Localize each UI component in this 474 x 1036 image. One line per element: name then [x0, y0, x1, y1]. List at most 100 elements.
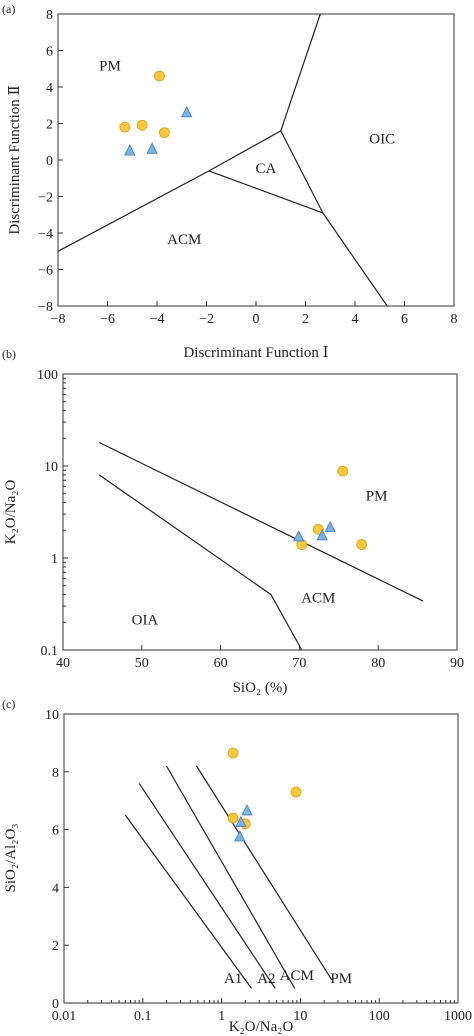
panel-a-region-label: OIC	[369, 132, 395, 148]
panel-a-region-label: ACM	[167, 232, 201, 248]
panel-b-x-tick-label: 50	[135, 656, 149, 671]
panel-c-x-tick-label: 1000	[444, 1009, 472, 1024]
panel-a-x-tick-label: 0	[253, 312, 260, 327]
panel-a-region-label: CA	[255, 161, 276, 177]
panel-c-region-label: PM	[330, 971, 352, 987]
panel-a-x-tick-label: −6	[100, 312, 115, 327]
panel-c-boundary-line	[165, 765, 296, 989]
panel-a-y-tick-label: 6	[46, 45, 53, 60]
panel-b-y-axis-label: K₂O/Na₂O	[3, 480, 19, 545]
panel-b-boundary-line	[98, 441, 424, 602]
panel-b-x-tick-label: 40	[56, 656, 70, 671]
panel-a-points	[119, 70, 193, 156]
panel-c-y-axis-label: SiO₂/Al₂O₃	[3, 823, 19, 892]
panel-a-triangle-point	[146, 142, 158, 154]
panel-c-ticks: 0.01 0.1 1 10 100 1000 0 2 4 6 8 10	[45, 708, 472, 1024]
panel-b-circle-point	[312, 523, 324, 535]
panel-a-x-tick-label: −4	[150, 312, 165, 327]
panel-a-y-tick-label: −8	[38, 300, 53, 315]
panel-c-boundary-line	[195, 765, 333, 981]
panel-b-triangle-point	[316, 528, 328, 541]
panel-b-points	[292, 465, 368, 550]
panel-c-circle-point	[227, 812, 239, 824]
panel-c-circle-point	[290, 786, 302, 798]
panel-b-circle-point	[337, 465, 349, 477]
panel-b-triangle-point	[292, 530, 305, 542]
panel-b-y-tick-label: 1	[51, 552, 58, 567]
panel-c-plot-frame	[63, 713, 459, 1004]
panel-a-ticks: −8 −6 −4 −2 0 2 4 6 8 −8 −6 −4 −2 0 2 4 6 8	[38, 8, 457, 327]
panel-a-y-axis-label: Discriminant Function Ⅱ	[7, 85, 23, 234]
panel-c-y-tick-label: 0	[52, 997, 59, 1012]
panel-b-label: (b)	[2, 347, 16, 361]
panel-a-region-label: PM	[99, 59, 121, 75]
panel-b-plot-frame	[62, 373, 458, 651]
panel-a-y-tick-label: 2	[46, 118, 53, 133]
panel-c-x-tick-label: 10	[293, 1009, 307, 1024]
panel-a-y-tick-label: 8	[46, 8, 53, 23]
panel-c-y-tick-label: 6	[52, 824, 59, 839]
panel-a-y-tick-label: −4	[38, 227, 53, 242]
panel-a-label: (a)	[2, 2, 15, 16]
panel-a-x-axis-label: Discriminant Function Ⅰ	[183, 345, 328, 361]
panel-a-plot-frame	[57, 13, 455, 307]
panel-a-triangle-point	[181, 105, 193, 118]
panel-b-circle-point	[356, 539, 368, 550]
panel-b-region-label: OIA	[132, 612, 159, 628]
panel-b-boundaries	[98, 441, 424, 651]
panel-c-region-label: A1	[224, 971, 242, 987]
panel-b-x-tick-label: 70	[292, 656, 306, 671]
panel-c-boundary-line	[124, 814, 253, 989]
panel-a-x-tick-label: 4	[352, 312, 359, 327]
panel-c-boundaries	[124, 765, 333, 989]
panel-c-boundary-line	[138, 783, 276, 989]
panel-a-y-tick-label: 0	[46, 154, 53, 169]
panel-c-points	[227, 747, 302, 842]
panel-a-boundary-line	[280, 13, 321, 131]
panel-c-x-tick-label: 100	[369, 1009, 390, 1024]
panel-c-triangle-point	[235, 815, 247, 827]
panel-a-x-tick-label: −2	[199, 312, 214, 327]
panel-b-x-axis-label: SiO₂ (%)	[233, 680, 288, 696]
panel-a-circle-point	[136, 119, 148, 131]
panel-a-triangle-point	[124, 144, 136, 156]
panel-b-x-tick-label: 60	[214, 656, 228, 671]
panel-a-y-tick-label: −6	[38, 264, 53, 279]
panel-a-x-tick-label: −8	[51, 312, 66, 327]
panel-b-y-tick-label: 100	[37, 368, 58, 383]
panel-c-y-tick-label: 4	[52, 881, 59, 896]
panel-b-triangle-point	[324, 520, 336, 532]
panel-c-y-tick-label: 8	[52, 766, 59, 781]
panel-c-triangle-point	[241, 804, 253, 816]
panel-a-x-tick-label: 8	[451, 312, 458, 327]
panel-c-triangle-point	[234, 830, 246, 842]
panel-a-circle-point	[159, 127, 170, 139]
panel-a-regions: PM OIC CA ACM	[99, 59, 395, 248]
panel-b-y-tick-label: 10	[44, 460, 58, 475]
panel-a-x-tick-label: 2	[302, 312, 309, 327]
panel-c-x-tick-label: 0.1	[134, 1009, 152, 1024]
panel-b-region-label: PM	[366, 489, 388, 505]
panel-b-ticks: 40 50 60 70 80 90 0.1 1 10 100	[37, 368, 464, 671]
panel-a-circle-point	[119, 121, 131, 133]
panel-a-boundary-line	[322, 212, 388, 307]
panel-c-x-tick-label: 0.01	[52, 1009, 77, 1024]
panel-b-x-tick-label: 80	[371, 656, 385, 671]
panel-b: (b) PM ACM OIA 40 50 60 70 80 90 0.1 1 10 100 SiO₂ …	[2, 347, 464, 696]
panel-a-y-tick-label: −2	[38, 191, 53, 206]
panel-b-regions: PM ACM OIA	[132, 489, 388, 629]
panel-a-x-tick-label: 6	[401, 312, 408, 327]
panel-c-region-label: ACM	[280, 968, 314, 984]
panel-a-y-tick-label: 4	[46, 81, 53, 96]
panel-c-x-tick-label: 1	[218, 1009, 225, 1024]
panel-a-circle-point	[154, 70, 165, 82]
panel-b-y-tick-label: 0.1	[41, 644, 59, 659]
panel-a: (a) PM OIC CA ACM −8 −6 −4 −2 0 2 4 6 8 −8 −6 −4 −2 0 2 4 6…	[2, 2, 458, 361]
panel-c-x-axis-label: K₂O/Na₂O	[229, 1019, 294, 1035]
panel-b-boundary-line	[98, 474, 303, 651]
panel-c-y-tick-label: 2	[52, 939, 59, 954]
panel-a-boundaries	[57, 13, 388, 307]
panel-c-y-tick-label: 10	[45, 708, 59, 723]
